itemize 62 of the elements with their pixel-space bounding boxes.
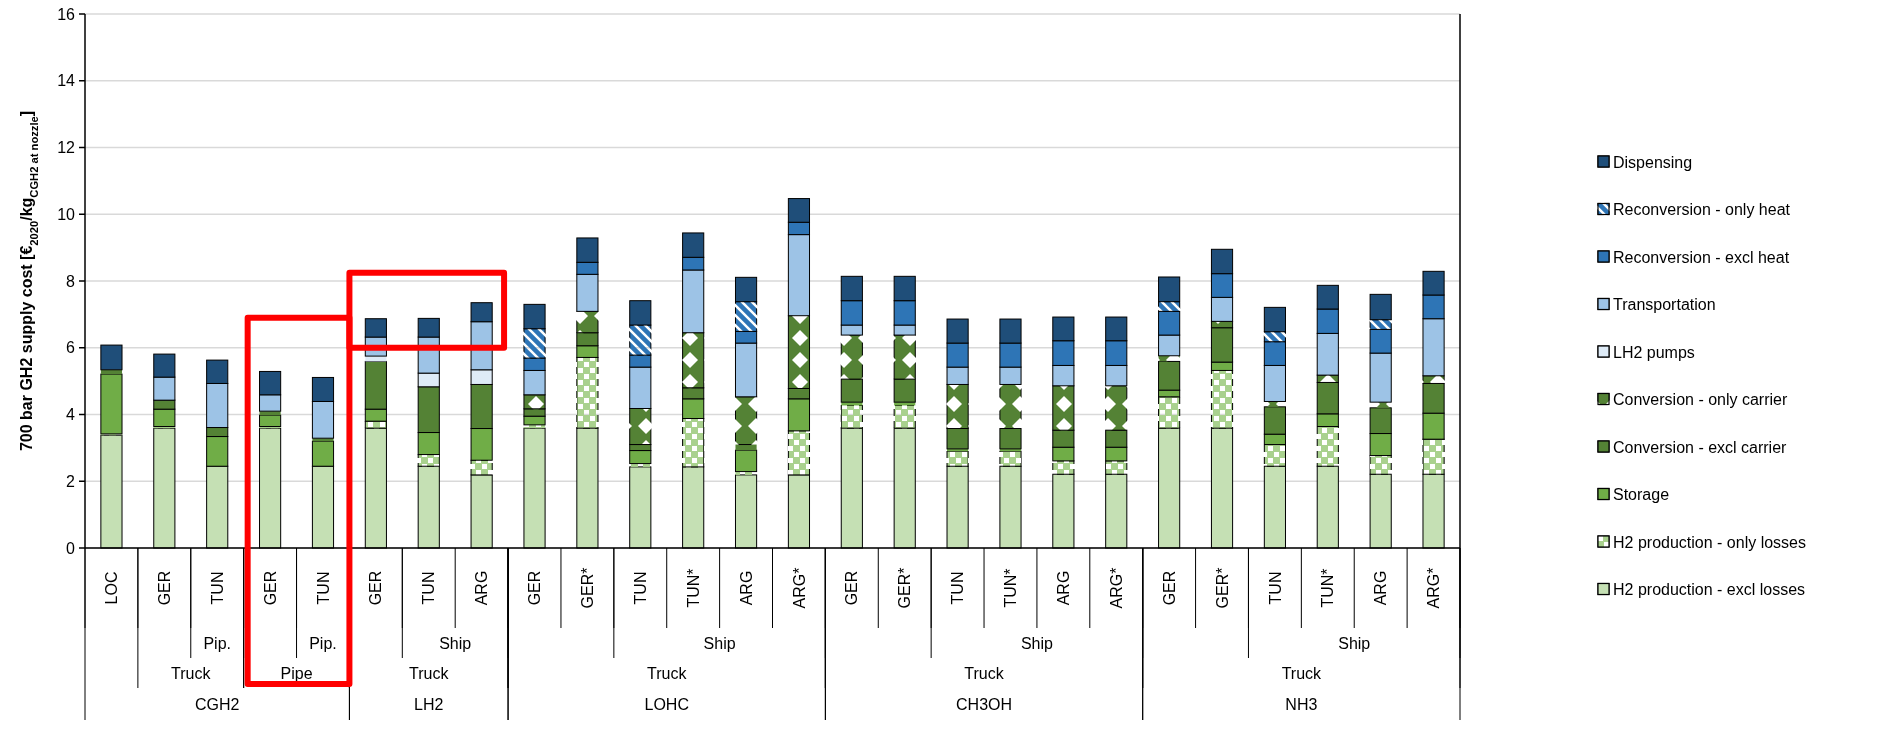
text: Pip.	[203, 634, 231, 652]
x-tick-label: GER	[367, 570, 385, 606]
x-tick-label: ARG*	[790, 567, 808, 609]
x-tick-label: TUN	[631, 571, 649, 605]
x-tick-label: GER	[843, 570, 861, 606]
legend-label: Reconversion - excl heat	[1613, 248, 1790, 266]
legend-label: Conversion - excl carrier	[1613, 438, 1788, 456]
x-tick-label: ARG	[1054, 570, 1072, 606]
legend-label: Transportation	[1613, 296, 1716, 314]
y-tick-label: 2	[66, 472, 76, 490]
y-tick-label: 6	[66, 339, 76, 357]
y-tick-label: 8	[66, 272, 76, 290]
text: Truck	[1281, 664, 1323, 682]
x-tick-label: TUN*	[684, 568, 702, 608]
x-tick-label: GER*	[896, 567, 914, 609]
y-tick-label: 4	[66, 406, 76, 424]
x-tick-label: GER*	[579, 567, 596, 609]
legend-label: Conversion - only carrier	[1613, 391, 1788, 409]
x-tick-label: TUN	[208, 571, 226, 605]
legend-label: Reconversion - only heat	[1613, 201, 1791, 219]
x-tick-label: TUN*	[1319, 568, 1337, 608]
y-tick-label: 0	[66, 539, 76, 557]
text: CGH2	[194, 695, 240, 713]
text: Pipe	[280, 664, 313, 682]
x-tick-label: ARG*	[1425, 567, 1443, 609]
text: Ship	[703, 634, 736, 652]
y-tick-label: 12	[57, 139, 76, 157]
text: Truck	[647, 664, 688, 682]
x-tick-label: TUN	[1266, 571, 1284, 605]
text: NH3	[1285, 695, 1318, 713]
x-tick-label: GER	[155, 570, 173, 606]
x-tick-label: LOC	[103, 571, 121, 605]
text: Truck	[409, 664, 450, 682]
x-tick-label: TUN	[314, 571, 332, 605]
text: Pip.	[309, 634, 337, 652]
y-tick-label: 10	[57, 205, 76, 223]
legend-label: LH2 pumps	[1613, 343, 1695, 361]
text: Truck	[171, 664, 212, 682]
x-tick-label: TUN*	[1002, 568, 1020, 608]
text: Truck	[964, 664, 1005, 682]
x-tick-label: ARG	[1372, 570, 1390, 606]
y-tick-label: 16	[57, 5, 76, 23]
x-tick-label: TUN	[420, 571, 438, 605]
legend-label: Storage	[1613, 486, 1670, 504]
x-tick-label: ARG	[737, 570, 755, 606]
legend-label: Dispensing	[1613, 153, 1693, 171]
legend-label: H2 production - excl losses	[1613, 581, 1806, 599]
text: CH3OH	[956, 695, 1013, 713]
x-tick-label: ARG*	[1107, 567, 1125, 609]
text: Ship	[439, 634, 472, 652]
x-tick-label: TUN	[949, 571, 967, 605]
x-tick-label: GER*	[1213, 567, 1231, 609]
text: Ship	[1338, 634, 1371, 652]
text: Ship	[1020, 634, 1054, 652]
x-tick-label: GER	[1160, 570, 1178, 606]
x-tick-label: ARG	[473, 570, 491, 606]
legend-label: H2 production - only losses	[1613, 533, 1806, 551]
text: LOHC	[644, 695, 689, 713]
x-tick-label: GER	[261, 570, 279, 606]
x-tick-label: GER	[526, 570, 544, 606]
y-tick-label: 14	[57, 72, 76, 90]
text: LH2	[414, 695, 444, 713]
